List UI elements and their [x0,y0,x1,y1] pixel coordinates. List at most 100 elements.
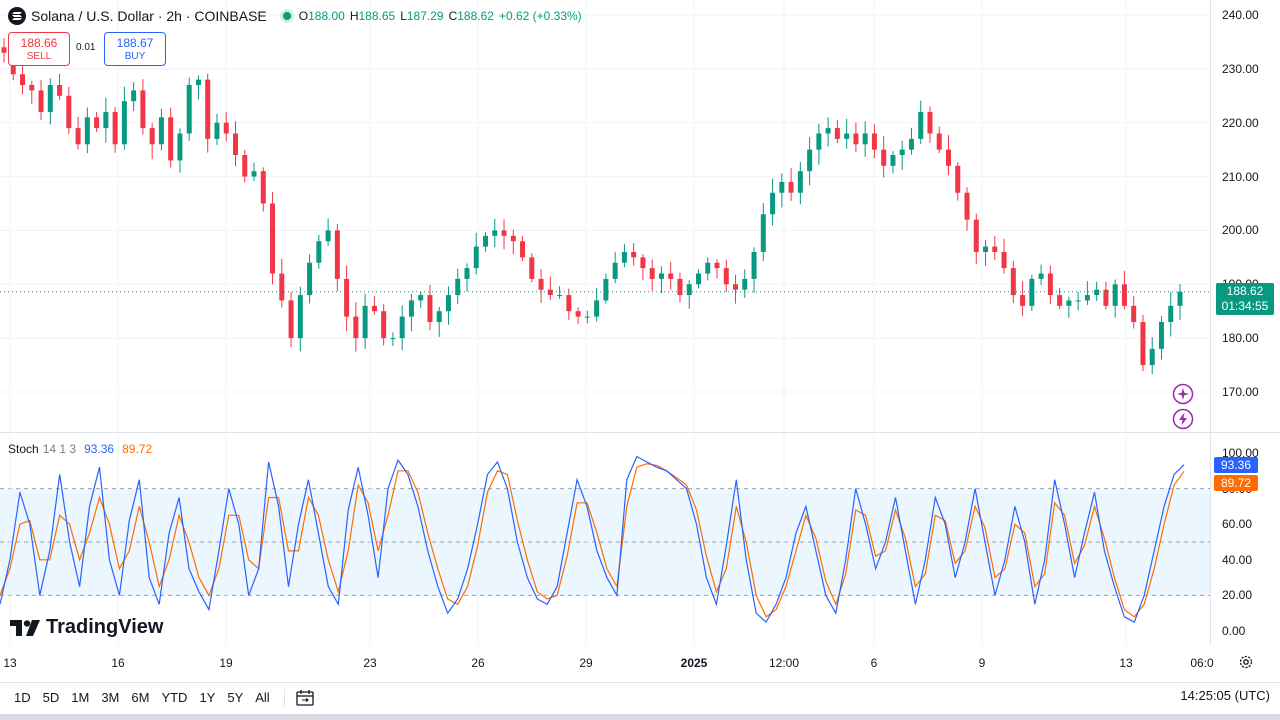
stoch-chart[interactable] [0,433,1210,645]
ohlc-close: C188.62 [448,9,494,23]
time-tick-label: 9 [978,656,986,670]
candle-body [964,192,970,220]
candle-body [788,181,794,193]
price-axis[interactable] [1210,0,1280,645]
time-axis[interactable]: 13 16 19 23 26 29 2025 12:00 6 9 13 06:0 [0,645,1213,682]
candle-body [399,316,405,339]
candle-body [529,257,535,279]
time-tick-label: 2025 [680,656,708,670]
solana-icon[interactable] [8,7,26,25]
bottom-toolbar: 1D 5D 1M 3M 6M YTD 1Y 5Y All [0,682,1280,712]
candle-body [621,251,627,263]
stoch-k-value: 93.36 [84,442,115,456]
candle-body [483,235,489,247]
candle-body [853,133,859,145]
tradingview-logo-icon [10,619,40,636]
candle-body [371,305,377,312]
candle-body [501,230,507,236]
range-button-3m[interactable]: 3M [101,690,120,705]
tradingview-logo[interactable]: TradingView [10,616,163,639]
candle-body [705,262,711,274]
candle-body [214,122,220,139]
range-button-5y[interactable]: 5Y [227,690,244,705]
candle-body [946,149,952,166]
candle-body [686,284,692,296]
sell-price: 188.66 [20,36,58,50]
candle-body [75,128,81,145]
candle-body [408,300,414,317]
candle-body [149,128,155,145]
chart-header: Solana / U.S. Dollar · 2h · COINBASE O18… [8,6,582,26]
price-tick-label: 200.00 [1222,223,1259,238]
candle-body [66,95,72,129]
lightning-icon[interactable] [1172,408,1194,430]
candle-body [871,133,877,150]
candle-body [844,133,850,139]
candle-body [334,230,340,279]
range-button-1d[interactable]: 1D [14,690,31,705]
candle-body [94,117,100,129]
candle-body [1047,273,1053,296]
candle-body [1177,291,1183,306]
price-tick-label: 240.00 [1222,8,1259,22]
candle-body [890,155,896,166]
candle-body [242,155,248,177]
candle-body [1112,284,1118,306]
candle-body [1149,348,1155,366]
market-open-icon [282,12,291,20]
candle-body [1094,289,1100,296]
time-tick-label: 19 [219,656,233,670]
time-tick-label: 13 [3,656,17,670]
candle-body [186,85,192,134]
candle-body [47,85,53,112]
time-tick-label: 29 [579,656,593,670]
candle-body [668,273,674,279]
date-range-icon[interactable] [295,689,315,707]
candle-body [538,278,544,290]
candle-body [714,262,720,269]
range-button-5d[interactable]: 5D [42,690,60,705]
candle-body [464,268,470,279]
range-button-ytd[interactable]: YTD [161,690,188,705]
candle-body [936,133,942,150]
stoch-params: 14 1 3 [42,442,77,456]
candle-body [362,305,368,339]
current-price-badge: 188.62 01:34:55 [1216,283,1274,315]
candle-body [279,273,285,301]
range-button-1m[interactable]: 1M [71,690,90,705]
candle-body [834,128,840,139]
stoch-legend[interactable]: Stoch 14 1 3 93.36 89.72 [8,442,152,456]
range-button-1y[interactable]: 1Y [199,690,216,705]
current-price: 188.62 [1226,284,1264,298]
price-tick-label: 230.00 [1222,61,1259,76]
pane-divider[interactable] [0,432,1280,433]
candle-body [612,262,618,279]
time-tick-label: 23 [363,656,377,670]
candle-body [168,117,174,161]
candle-body [103,111,109,129]
candle-body [270,203,276,274]
tradingview-logo-text: TradingView [46,616,164,638]
settings-gear-icon[interactable] [1238,654,1254,670]
candle-body [557,295,563,297]
stoch-d-badge: 89.72 [1214,475,1258,491]
range-button-6m[interactable]: 6M [131,690,150,705]
time-tick-label: 13 [1119,656,1133,670]
candle-body [158,117,164,145]
ai-assist-icon[interactable] [1172,383,1194,405]
candle-body [84,117,90,145]
candle-body [825,128,831,134]
candle-body [779,181,785,193]
symbol-title[interactable]: Solana / U.S. Dollar · 2h · COINBASE [31,8,267,24]
price-chart[interactable] [0,0,1210,432]
sell-label: SELL [26,51,52,62]
range-button-all[interactable]: All [255,690,270,705]
candle-body [1066,300,1072,306]
utc-clock[interactable]: 14:25:05 (UTC) [1180,688,1270,703]
ohlc-change: +0.62 (+0.33%) [498,9,582,23]
sell-button[interactable]: 188.66 SELL [8,32,70,66]
stoch-k-line [0,455,1185,624]
buy-button[interactable]: 188.67 BUY [104,32,166,66]
stoch-tick-label: 20.00 [1222,588,1253,603]
